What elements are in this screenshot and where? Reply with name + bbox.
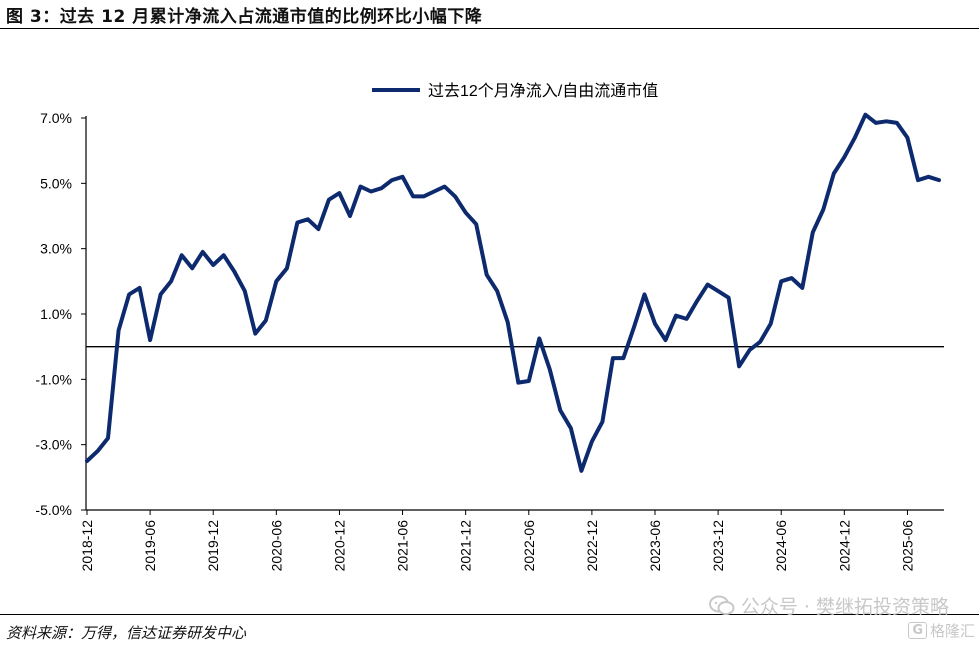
- y-tick-label: -3.0%: [35, 437, 72, 453]
- y-tick-label: 7.0%: [40, 110, 72, 126]
- gelonghui-logo-icon: G 格隆汇: [908, 620, 975, 641]
- gelonghui-logo-letter: G: [908, 622, 927, 639]
- x-tick-label: 2024-06: [773, 520, 789, 572]
- x-tick-label: 2021-06: [395, 520, 411, 572]
- y-tick-label: -5.0%: [35, 502, 72, 518]
- y-tick-label: 1.0%: [40, 306, 72, 322]
- watermark: 公众号 · 樊继拓投资策略: [708, 592, 949, 619]
- x-tick-label: 2024-12: [836, 520, 852, 572]
- x-tick-label: 2019-12: [205, 520, 221, 572]
- y-tick-label: -1.0%: [35, 371, 72, 387]
- y-tick-label: 5.0%: [40, 175, 72, 191]
- figure-title: 图 3：过去 12 月累计净流入占流通市值的比例环比小幅下降: [6, 7, 483, 27]
- series-line: [85, 112, 941, 473]
- title-divider: [0, 28, 979, 29]
- line-chart: 7.0% 5.0% 3.0% 1.0% -1.0% -3.0% -5.0% 2018-12 20…: [35, 82, 944, 571]
- watermark-text: 公众号 · 樊继拓投资策略: [740, 596, 949, 618]
- series-group: [85, 112, 941, 473]
- x-tick-label: 2019-06: [142, 520, 158, 572]
- x-tick-label: 2018-12: [79, 520, 95, 572]
- x-tick-label: 2021-12: [458, 520, 474, 572]
- x-tick-label: 2020-12: [331, 520, 347, 572]
- footer-divider: [0, 614, 979, 615]
- axes-group: 7.0% 5.0% 3.0% 1.0% -1.0% -3.0% -5.0% 2018-12 20…: [35, 110, 944, 571]
- wechat-icon: [708, 595, 735, 615]
- x-tick-label: 2023-06: [647, 520, 663, 572]
- gelonghui-logo-text: 格隆汇: [929, 622, 975, 640]
- legend-label: 过去12个月净流入/自由流通市值: [428, 82, 658, 100]
- x-tick-label: 2023-12: [710, 520, 726, 572]
- legend: 过去12个月净流入/自由流通市值: [372, 82, 658, 100]
- y-tick-label: 3.0%: [40, 241, 72, 257]
- x-tick-label: 2020-06: [268, 520, 284, 572]
- x-tick-label: 2022-12: [584, 520, 600, 572]
- x-tick-label: 2022-06: [521, 520, 537, 572]
- source-note: 资料来源：万得，信达证券研发中心: [6, 624, 247, 642]
- x-tick-label: 2025-06: [899, 520, 915, 572]
